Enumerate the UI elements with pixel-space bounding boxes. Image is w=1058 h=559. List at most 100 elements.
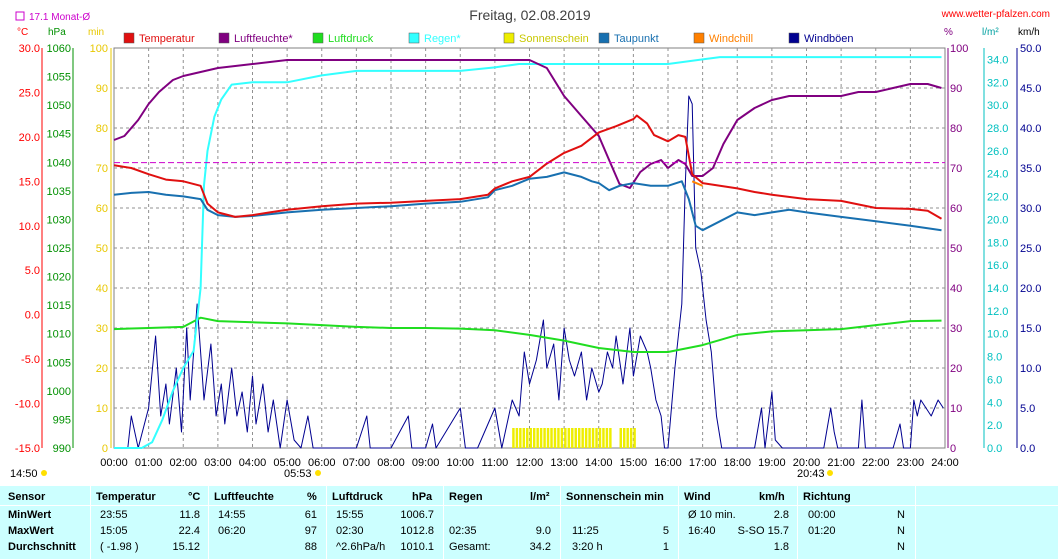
tick-label-min: 60 [96, 203, 108, 215]
table-cell-s-time: 11:25 [572, 525, 599, 537]
tick-label-hpa: 1020 [47, 272, 71, 284]
tick-label-min: 40 [96, 283, 108, 295]
sunshine-bar [553, 428, 557, 448]
series-windböen [114, 95, 944, 449]
table-cell-h-val: 97 [304, 525, 317, 537]
tick-label-kmh: 25.0 [1020, 243, 1041, 255]
tick-label-hpa: 995 [53, 414, 71, 426]
tick-label-pct: 80 [950, 123, 962, 135]
table-cell-r-time: 02:35 [449, 525, 477, 537]
series-lines [113, 56, 944, 449]
legend-label: Luftdruck [328, 33, 374, 45]
tick-label-kmh: 35.0 [1020, 163, 1041, 175]
tick-label-hpa: 1060 [47, 43, 71, 55]
tick-label-pct: 30 [950, 323, 962, 335]
tick-label-min: 10 [96, 403, 108, 415]
header-luftdruck: Luftdruck [332, 491, 383, 503]
sunshine-bar [622, 428, 626, 448]
table-cell-h-val: 61 [304, 509, 317, 521]
tick-label-pct: 90 [950, 83, 962, 95]
tick-label-lm2: 20.0 [987, 214, 1008, 226]
sunshine-bar [550, 428, 553, 448]
table-cell-label: MaxWert [8, 525, 54, 537]
sunshine-bar [588, 428, 591, 448]
header-sonnenschein: Sonnenschein min [566, 491, 664, 503]
series-temperatur [113, 114, 943, 220]
tick-label-lm2: 12.0 [987, 306, 1008, 318]
table-cell-s-time: 3:20 h [572, 541, 603, 553]
tick-label-time: 19:00 [758, 457, 786, 469]
table-cell-r-val: 34.2 [529, 541, 551, 553]
grid [114, 48, 945, 448]
chart-title: Freitag, 02.08.2019 [469, 7, 591, 23]
watermark: www.wetter-pfalzen.com [941, 9, 1050, 20]
legend-swatch [408, 32, 420, 44]
sunshine-bars [512, 428, 636, 448]
sunshine-bar [512, 428, 515, 448]
kmh-unit: km/h [1018, 27, 1040, 38]
sunshine-bar [526, 428, 529, 448]
tick-label-min: 100 [90, 43, 108, 55]
sunshine-bar [574, 428, 577, 448]
average-marker-icon [15, 11, 25, 21]
tick-label-temp: 15.0 [19, 176, 40, 188]
sunshine-bar [584, 428, 588, 448]
tick-label-min: 30 [96, 323, 108, 335]
tick-label-time: 08:00 [377, 457, 405, 469]
tick-label-time: 03:00 [204, 457, 232, 469]
tick-label-time: 10:00 [446, 457, 474, 469]
tick-label-lm2: 30.0 [987, 100, 1008, 112]
table-cell-s-val: 5 [662, 525, 669, 537]
tick-label-lm2: 34.0 [987, 54, 1008, 66]
sunset-icon [827, 470, 833, 476]
table-cell-h-time: 06:20 [218, 525, 246, 537]
table-cell-label: Durchschnitt [8, 541, 76, 553]
sunshine-bar [598, 428, 602, 448]
legend-label: Taupunkt [614, 33, 659, 45]
tick-label-time: 15:00 [620, 457, 648, 469]
tick-label-lm2: 28.0 [987, 123, 1008, 135]
table-cell-h-time: 14:55 [218, 509, 246, 521]
table-cell-p-time: 15:55 [336, 509, 364, 521]
lm2-unit: l/m² [982, 27, 999, 38]
table-cell-w-val: 2.8 [773, 509, 789, 521]
sunshine-bar [564, 428, 567, 448]
tick-label-lm2: 18.0 [987, 237, 1008, 249]
sunshine-bar [629, 428, 633, 448]
axis-temperature: 30.0 25.0 20.0 15.0 10.0 5.0 0.0 -5.0 -10.0 -15.0 [15, 43, 43, 455]
tick-label-pct: 70 [950, 163, 962, 175]
min-unit: min [88, 27, 104, 38]
table-cell-t-val: 11.8 [179, 509, 200, 521]
header-temperatur: Temperatur [96, 491, 156, 503]
tick-label-lm2: 32.0 [987, 77, 1008, 89]
tick-label-lm2: 4.0 [987, 397, 1002, 409]
legend-label: Temperatur [139, 33, 195, 45]
tick-label-temp: -15.0 [15, 443, 40, 455]
statistics-table: Sensor Temperatur °C Luftfeuchte % Luftd… [0, 486, 1058, 559]
tick-label-lm2: 10.0 [987, 329, 1008, 341]
series-windchill [691, 180, 703, 187]
tick-label-time: 21:00 [827, 457, 855, 469]
legend-swatch [218, 32, 230, 44]
table-cell-d-time: 00:00 [808, 509, 836, 521]
table-cell-p-time: ^2.6hPa/h [336, 541, 386, 553]
tick-label-min: 80 [96, 123, 108, 135]
tick-label-temp: -10.0 [15, 399, 40, 411]
tick-label-time: 06:00 [308, 457, 336, 469]
sunshine-bar [605, 428, 609, 448]
legend-label: Windböen [804, 33, 854, 45]
tick-label-temp: 5.0 [25, 265, 40, 277]
tick-label-min: 20 [96, 363, 108, 375]
series-taupunkt [113, 171, 942, 232]
tick-label-pct: 50 [950, 243, 962, 255]
legend-label: Luftfeuchte* [234, 33, 293, 45]
tick-label-pct: 20 [950, 363, 962, 375]
sunshine-bar [546, 428, 550, 448]
table-cell-d-val: N [897, 525, 905, 537]
tick-label-kmh: 50.0 [1020, 43, 1041, 55]
legend-swatch [312, 32, 324, 44]
sunshine-bar [522, 428, 526, 448]
tick-label-hpa: 990 [53, 443, 71, 455]
legend-label: Sonnenschein [519, 33, 589, 45]
